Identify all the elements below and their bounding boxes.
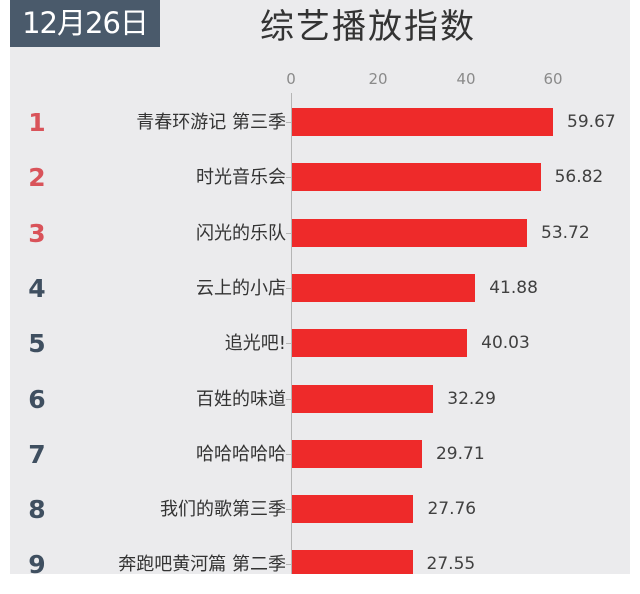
x-tick-0: 0 bbox=[286, 70, 296, 88]
bar-row: 8 我们的歌第三季 27.76 bbox=[10, 482, 630, 537]
rank-number: 3 bbox=[28, 218, 46, 248]
rank-number: 1 bbox=[28, 108, 46, 137]
category-label: 百姓的味道 bbox=[196, 388, 286, 410]
chart-card: 12月26日 综艺播放指数 0 20 40 60 1 青春环游记 第三季 59.67… bbox=[10, 0, 630, 574]
bar-row: 3 闪光的乐队 53.72 bbox=[10, 206, 630, 261]
x-tick-60: 60 bbox=[543, 70, 563, 88]
rank-number: 4 bbox=[28, 273, 46, 303]
value-label: 59.67 bbox=[567, 112, 616, 132]
category-label: 追光吧! bbox=[224, 333, 286, 355]
y-tick-mark bbox=[286, 564, 291, 566]
value-label: 29.71 bbox=[435, 443, 485, 464]
category-label: 闪光的乐队 bbox=[196, 222, 286, 244]
bar bbox=[292, 163, 541, 192]
bar bbox=[292, 273, 476, 302]
value-label: 53.72 bbox=[541, 222, 590, 243]
y-axis-line bbox=[291, 93, 292, 574]
bar bbox=[292, 108, 554, 136]
value-label: 40.03 bbox=[481, 333, 530, 354]
chart-title: 综艺播放指数 bbox=[260, 7, 476, 47]
y-tick-mark bbox=[286, 177, 291, 179]
bar bbox=[292, 329, 468, 358]
category-label: 青春环游记 第三季 bbox=[136, 112, 286, 133]
rank-number: 9 bbox=[28, 550, 46, 574]
x-tick-20: 20 bbox=[368, 70, 388, 88]
category-label: 时光音乐会 bbox=[196, 167, 286, 189]
rank-number: 6 bbox=[28, 384, 46, 414]
rank-number: 7 bbox=[28, 439, 46, 469]
value-label: 32.29 bbox=[447, 388, 496, 409]
y-tick-mark bbox=[286, 509, 291, 511]
rank-number: 2 bbox=[28, 163, 46, 193]
y-tick-mark bbox=[286, 232, 291, 234]
x-tick-40: 40 bbox=[456, 70, 476, 88]
category-label: 云上的小店 bbox=[196, 277, 286, 299]
category-label: 奔跑吧黄河篇 第二季 bbox=[118, 554, 286, 574]
bar-row: 5 追光吧! 40.03 bbox=[10, 316, 630, 371]
rank-number: 5 bbox=[28, 329, 46, 359]
category-label: 哈哈哈哈哈 bbox=[196, 443, 286, 465]
value-label: 41.88 bbox=[489, 277, 538, 298]
y-tick-mark bbox=[286, 398, 291, 400]
bar-row: 9 奔跑吧黄河篇 第二季 27.55 bbox=[10, 537, 630, 574]
bar bbox=[292, 550, 413, 574]
y-tick-mark bbox=[286, 453, 291, 455]
bar bbox=[292, 439, 422, 468]
category-label: 我们的歌第三季 bbox=[160, 499, 286, 521]
bar bbox=[292, 384, 434, 413]
y-tick-mark bbox=[286, 122, 291, 123]
bar-row: 7 哈哈哈哈哈 29.71 bbox=[10, 427, 630, 482]
bar-row: 6 百姓的味道 32.29 bbox=[10, 372, 630, 427]
value-label: 27.76 bbox=[427, 499, 477, 520]
bar bbox=[292, 495, 414, 524]
y-tick-mark bbox=[286, 343, 291, 345]
rank-number: 8 bbox=[28, 495, 46, 525]
y-tick-mark bbox=[286, 287, 291, 289]
bar-row: 2 时光音乐会 56.82 bbox=[10, 150, 630, 205]
bar-row: 4 云上的小店 41.88 bbox=[10, 261, 630, 316]
bar-row: 1 青春环游记 第三季 59.67 bbox=[10, 95, 630, 150]
date-badge: 12月26日 bbox=[10, 0, 160, 47]
value-label: 27.55 bbox=[426, 554, 476, 574]
value-label: 56.82 bbox=[554, 167, 604, 188]
bar bbox=[292, 218, 528, 247]
